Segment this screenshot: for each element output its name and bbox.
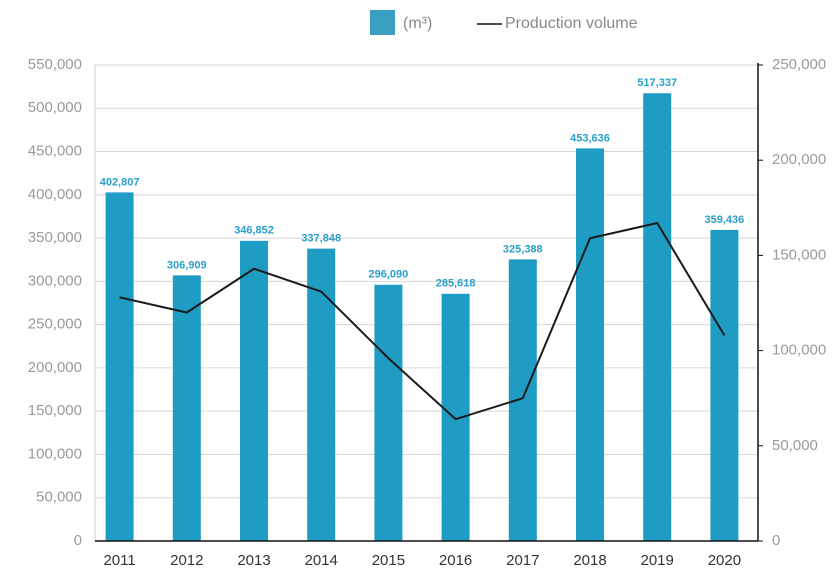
y2-tick-label: 150,000: [772, 246, 826, 263]
bar: [508, 259, 537, 541]
y-tick-label: 200,000: [28, 359, 82, 376]
x-tick-label: 2015: [372, 552, 405, 569]
line: [119, 221, 726, 421]
value-label: 296,090: [369, 269, 409, 281]
x-tick-label: 2016: [439, 552, 472, 569]
y2-tick-label: 200,000: [772, 151, 826, 168]
x-tick-label: 2011: [103, 552, 135, 569]
bar: [172, 275, 201, 541]
y-tick-label: 250,000: [28, 316, 82, 333]
y-tick-label: 500,000: [28, 99, 82, 116]
value-label: 402,807: [100, 176, 140, 188]
y-tick-label: 450,000: [28, 143, 82, 160]
y-tick-label: 350,000: [28, 229, 82, 246]
x-tick-label: 2020: [708, 552, 741, 569]
y2-tick-label: 100,000: [772, 342, 826, 359]
value-label: 337,848: [301, 233, 341, 245]
x-tick-label: 2012: [170, 552, 203, 569]
legend-swatch-bar: [370, 10, 395, 35]
y2-tick-label: 250,000: [772, 56, 826, 73]
value-label: 359,436: [705, 214, 745, 226]
x-tick-label: 2014: [305, 552, 338, 569]
y-tick-label: 100,000: [28, 445, 82, 462]
y2-tick-label: 0: [772, 532, 780, 549]
bar: [643, 93, 672, 541]
value-label: 346,852: [234, 225, 274, 237]
bar: [576, 148, 604, 541]
x-tick-label: 2013: [237, 552, 270, 569]
y-tick-label: 0: [74, 532, 82, 549]
legend-label: (m³): [403, 15, 432, 32]
y2-tick-label: 50,000: [772, 437, 818, 454]
bar: [710, 229, 739, 541]
y-tick-label: 50,000: [36, 489, 82, 506]
value-label: 517,337: [637, 77, 677, 89]
y-tick-label: 150,000: [28, 402, 82, 419]
value-label: 306,909: [167, 259, 207, 271]
bar: [441, 293, 470, 541]
bar: [240, 240, 268, 541]
x-tick-label: 2018: [573, 552, 606, 569]
bar: [374, 284, 403, 541]
value-label: 285,618: [436, 278, 476, 290]
bar: [105, 192, 134, 541]
x-tick-label: 2019: [641, 552, 674, 569]
y-tick-label: 400,000: [28, 186, 82, 203]
y-tick-label: 550,000: [28, 56, 82, 73]
x-tick-label: 2017: [506, 552, 539, 569]
value-label: 325,388: [503, 243, 543, 255]
value-label: 453,636: [570, 132, 610, 144]
legend-label: Production volume: [505, 15, 638, 32]
bar: [307, 248, 336, 541]
y-tick-label: 300,000: [28, 272, 82, 289]
